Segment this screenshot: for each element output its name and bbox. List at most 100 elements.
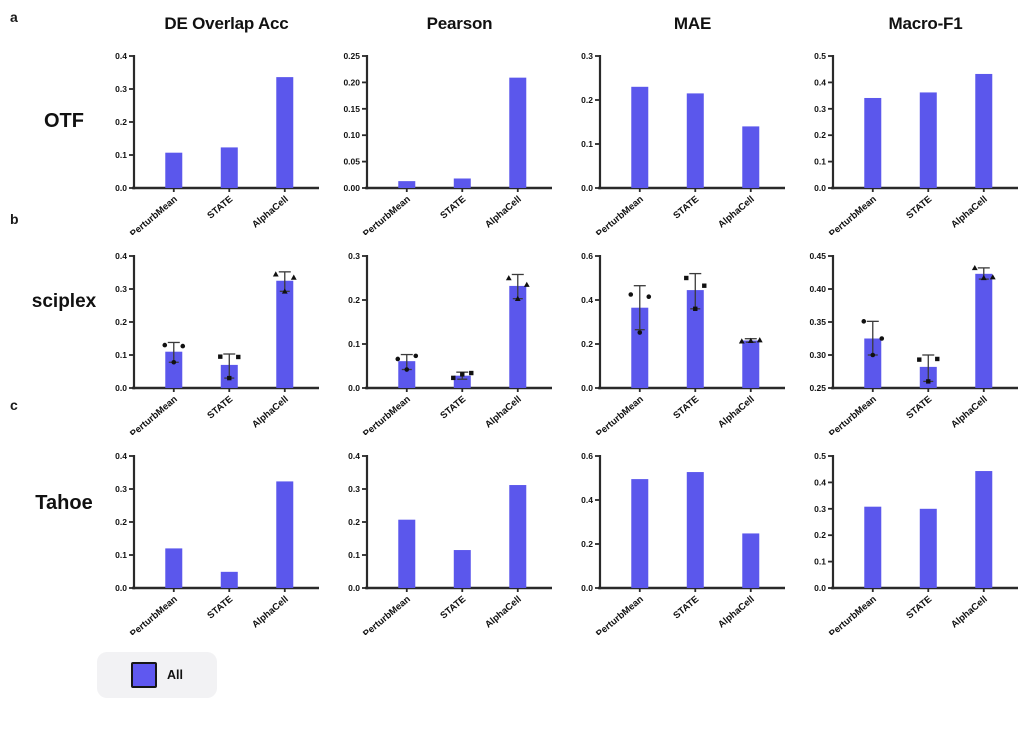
svg-text:0.1: 0.1 <box>814 557 826 567</box>
svg-text:PerturbMean: PerturbMean <box>594 194 646 235</box>
svg-text:0.35: 0.35 <box>809 317 826 327</box>
svg-text:0.4: 0.4 <box>581 495 593 505</box>
col-title-de-overlap-acc: DE Overlap Acc <box>164 14 289 33</box>
svg-text:AlphaCell: AlphaCell <box>483 394 524 431</box>
svg-text:0.0: 0.0 <box>348 583 360 593</box>
panel-letter-a: a <box>10 9 18 25</box>
svg-text:0.4: 0.4 <box>814 477 826 487</box>
svg-text:STATE: STATE <box>904 394 934 422</box>
svg-text:STATE: STATE <box>438 194 468 222</box>
svg-text:STATE: STATE <box>904 594 934 622</box>
chart-tahoe-pearson: 0.0 0.1 0.2 0.3 0.4 PerturbMean STATE AlphaCell <box>348 451 552 635</box>
chart-sciplex-de-overlap-acc: 0.0 0.1 0.2 0.3 0.4 PerturbMean STATE AlphaCell <box>115 251 319 435</box>
panel-letter-c: c <box>10 397 18 413</box>
svg-text:0.2: 0.2 <box>581 95 593 105</box>
svg-text:0.0: 0.0 <box>115 583 127 593</box>
svg-text:0.45: 0.45 <box>809 251 826 261</box>
svg-text:0.2: 0.2 <box>581 339 593 349</box>
svg-text:STATE: STATE <box>671 394 701 422</box>
svg-text:STATE: STATE <box>904 194 934 222</box>
svg-text:0.3: 0.3 <box>581 51 593 61</box>
svg-text:AlphaCell: AlphaCell <box>716 194 757 231</box>
svg-text:0.5: 0.5 <box>814 51 826 61</box>
svg-text:0.3: 0.3 <box>814 104 826 114</box>
panel-letter-b: b <box>10 211 19 227</box>
legend-label: All <box>167 668 183 682</box>
svg-text:0.3: 0.3 <box>115 284 127 294</box>
svg-text:0.00: 0.00 <box>343 183 360 193</box>
row-label-sciplex: sciplex <box>31 291 97 312</box>
svg-text:0.4: 0.4 <box>115 251 127 261</box>
svg-text:0.2: 0.2 <box>348 295 360 305</box>
svg-text:STATE: STATE <box>205 394 235 422</box>
chart-sciplex-macro-f1: 0.25 0.30 0.35 0.40 0.45 PerturbMean STATE Alph… <box>809 251 1018 435</box>
chart-otf-de-overlap-acc: 0.0 0.1 0.2 0.3 0.4 PerturbMean STATE AlphaCell <box>115 51 319 235</box>
svg-text:0.1: 0.1 <box>581 139 593 149</box>
svg-text:AlphaCell: AlphaCell <box>250 194 291 231</box>
svg-text:AlphaCell: AlphaCell <box>716 394 757 431</box>
svg-text:0.6: 0.6 <box>581 451 593 461</box>
svg-text:AlphaCell: AlphaCell <box>949 594 990 631</box>
chart-otf-mae: 0.0 0.1 0.2 0.3 PerturbMean STATE AlphaCell <box>581 51 785 235</box>
svg-text:0.3: 0.3 <box>115 484 127 494</box>
row-label-tahoe: Tahoe <box>35 492 93 514</box>
svg-text:PerturbMean: PerturbMean <box>827 194 879 235</box>
svg-text:STATE: STATE <box>205 194 235 222</box>
svg-text:0.1: 0.1 <box>115 550 127 560</box>
svg-text:0.1: 0.1 <box>115 350 127 360</box>
chart-sciplex-mae: 0.0 0.2 0.4 0.6 PerturbMean STATE AlphaCell <box>581 251 785 435</box>
svg-text:0.0: 0.0 <box>581 383 593 393</box>
svg-text:STATE: STATE <box>438 394 468 422</box>
legend-swatch-all <box>131 662 157 688</box>
svg-text:0.15: 0.15 <box>343 104 360 114</box>
svg-text:0.0: 0.0 <box>581 183 593 193</box>
svg-text:0.4: 0.4 <box>814 77 826 87</box>
svg-text:0.0: 0.0 <box>814 583 826 593</box>
svg-text:AlphaCell: AlphaCell <box>250 394 291 431</box>
svg-text:0.05: 0.05 <box>343 157 360 167</box>
svg-text:0.1: 0.1 <box>814 157 826 167</box>
svg-text:PerturbMean: PerturbMean <box>594 594 646 635</box>
svg-text:0.3: 0.3 <box>348 484 360 494</box>
svg-text:0.1: 0.1 <box>115 150 127 160</box>
svg-text:0.6: 0.6 <box>581 251 593 261</box>
chart-tahoe-de-overlap-acc: 0.0 0.1 0.2 0.3 0.4 PerturbMean STATE AlphaCell <box>115 451 319 635</box>
svg-text:STATE: STATE <box>438 594 468 622</box>
svg-text:0.4: 0.4 <box>348 451 360 461</box>
figure-legend: All <box>97 652 217 698</box>
svg-text:AlphaCell: AlphaCell <box>250 594 291 631</box>
chart-tahoe-mae: 0.0 0.2 0.4 0.6 PerturbMean STATE AlphaCell <box>581 451 785 635</box>
svg-text:0.2: 0.2 <box>115 117 127 127</box>
row-label-otf: OTF <box>44 110 84 132</box>
svg-text:0.3: 0.3 <box>348 251 360 261</box>
svg-text:0.0: 0.0 <box>581 583 593 593</box>
svg-text:0.20: 0.20 <box>343 77 360 87</box>
svg-text:0.30: 0.30 <box>809 350 826 360</box>
svg-text:0.4: 0.4 <box>581 295 593 305</box>
svg-text:PerturbMean: PerturbMean <box>128 194 180 235</box>
svg-text:PerturbMean: PerturbMean <box>361 394 413 435</box>
svg-text:PerturbMean: PerturbMean <box>594 394 646 435</box>
svg-text:0.0: 0.0 <box>814 183 826 193</box>
svg-text:PerturbMean: PerturbMean <box>361 594 413 635</box>
svg-text:0.10: 0.10 <box>343 130 360 140</box>
svg-text:PerturbMean: PerturbMean <box>128 394 180 435</box>
svg-text:0.3: 0.3 <box>814 504 826 514</box>
col-title-macro-f1: Macro-F1 <box>888 14 963 33</box>
svg-text:AlphaCell: AlphaCell <box>483 594 524 631</box>
col-title-mae: MAE <box>673 14 712 33</box>
svg-text:0.1: 0.1 <box>348 339 360 349</box>
svg-text:AlphaCell: AlphaCell <box>483 194 524 231</box>
svg-text:0.2: 0.2 <box>581 539 593 549</box>
svg-text:0.3: 0.3 <box>115 84 127 94</box>
svg-text:0.2: 0.2 <box>814 530 826 540</box>
svg-text:0.0: 0.0 <box>115 183 127 193</box>
svg-text:STATE: STATE <box>671 594 701 622</box>
svg-text:PerturbMean: PerturbMean <box>827 394 879 435</box>
svg-text:0.25: 0.25 <box>809 383 826 393</box>
svg-text:0.5: 0.5 <box>814 451 826 461</box>
chart-otf-macro-f1: 0.0 0.1 0.2 0.3 0.4 0.5 PerturbMean STATE AlphaC… <box>814 51 1018 235</box>
svg-text:PerturbMean: PerturbMean <box>361 194 413 235</box>
svg-text:PerturbMean: PerturbMean <box>827 594 879 635</box>
